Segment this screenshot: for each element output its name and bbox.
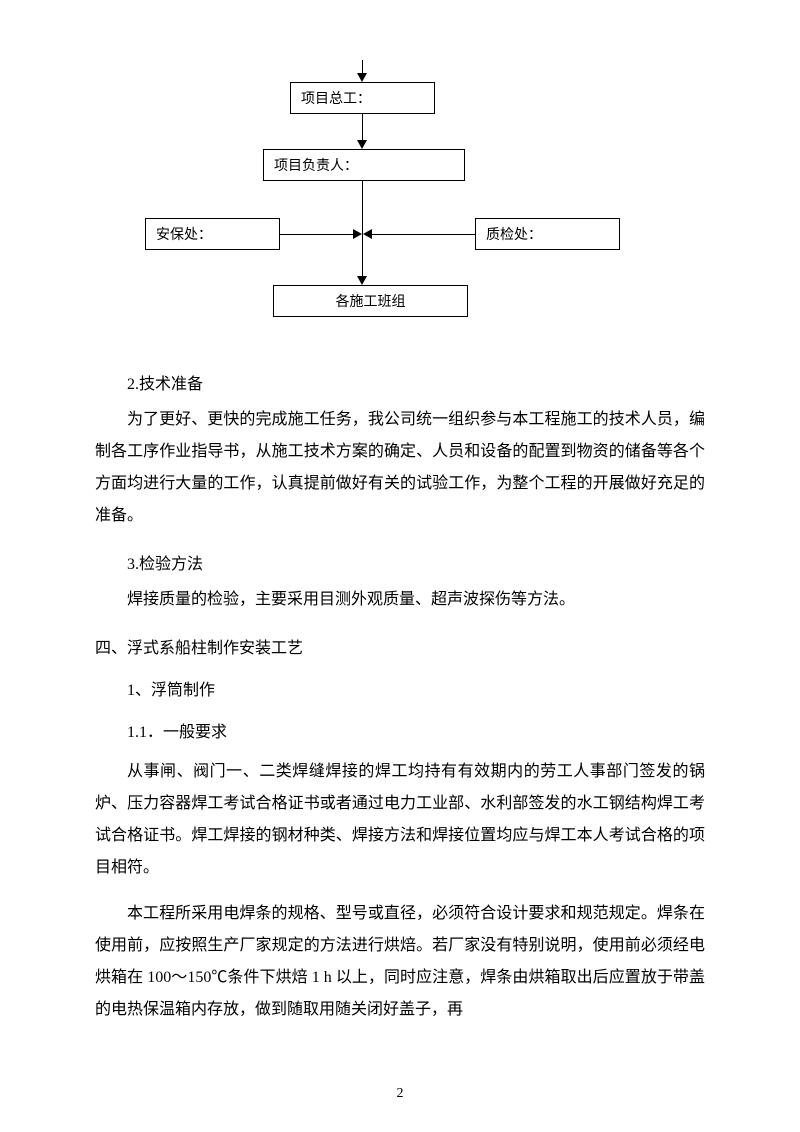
arrow-head-down	[357, 140, 367, 149]
arrow-line	[280, 234, 355, 235]
heading-s3: 3.检验方法	[95, 550, 705, 574]
node-top-label: 项目总工：	[301, 88, 371, 108]
arrow-head-left	[363, 229, 372, 239]
paragraph-2: 本工程所采用电焊条的规格、型号或直径，必须符合设计要求和规范规定。焊条在使用前，…	[95, 898, 705, 1026]
node-top: 项目总工：	[290, 82, 435, 114]
paragraph-s3: 焊接质量的检验，主要采用目测外观质量、超声波探伤等方法。	[95, 584, 705, 616]
arrow-head-right	[353, 229, 362, 239]
heading-s2: 2.技术准备	[95, 370, 705, 394]
heading-s4: 四、浮式系船柱制作安装工艺	[95, 634, 705, 658]
heading-s4-text: 四、浮式系船柱制作安装工艺	[95, 640, 303, 657]
node-middle-label: 项目负责人：	[274, 155, 358, 175]
paragraph-s2: 为了更好、更快的完成施工任务，我公司统一组织参与本工程施工的技术人员，编制各工序…	[95, 404, 705, 532]
heading-s4-1-1-text: 1.1．一般要求	[127, 724, 227, 741]
heading-s2-text: 2.技术准备	[127, 376, 203, 393]
org-flowchart: 项目总工： 项目负责人： 安保处： 质检处： 各施工班组	[95, 60, 705, 340]
paragraph-1: 从事闸、阀门一、二类焊缝焊接的焊工均持有有效期内的劳工人事部门签发的锅炉、压力容…	[95, 756, 705, 884]
arrow-line	[362, 60, 363, 74]
heading-s4-1-1: 1.1．一般要求	[95, 718, 705, 742]
heading-s3-text: 3.检验方法	[127, 556, 203, 573]
node-left-label: 安保处：	[156, 224, 212, 244]
arrow-line	[371, 234, 475, 235]
heading-s4-1-text: 1、浮筒制作	[127, 682, 215, 699]
arrow-head-down	[357, 73, 367, 82]
heading-s4-1: 1、浮筒制作	[95, 676, 705, 700]
node-right-label: 质检处：	[486, 224, 542, 244]
node-right: 质检处：	[475, 218, 620, 250]
arrow-head-down	[357, 276, 367, 285]
node-middle: 项目负责人：	[263, 149, 465, 181]
page-number: 2	[397, 1086, 404, 1102]
node-bottom: 各施工班组	[273, 285, 468, 317]
node-left: 安保处：	[145, 218, 280, 250]
node-bottom-label: 各施工班组	[336, 291, 406, 311]
arrow-line	[362, 114, 363, 141]
